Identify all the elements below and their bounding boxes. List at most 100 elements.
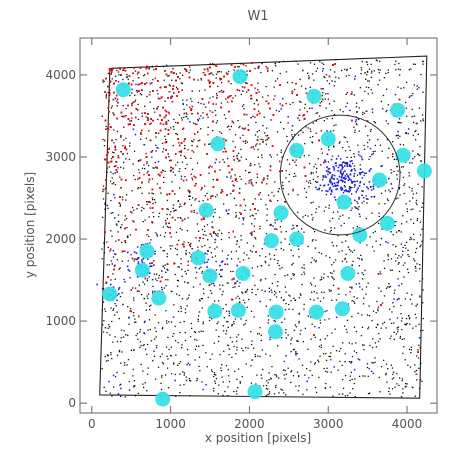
black-source-point [120, 337, 122, 339]
black-source-point [310, 282, 312, 284]
black-source-point [166, 217, 168, 220]
black-source-point [281, 337, 283, 339]
black-source-point [334, 328, 336, 330]
black-source-point [219, 131, 221, 133]
black-source-point [403, 192, 405, 195]
black-source-point [414, 364, 416, 366]
black-source-point [367, 141, 369, 144]
black-source-point [250, 98, 252, 100]
black-source-point [195, 198, 197, 200]
black-source-point [320, 346, 322, 348]
black-source-point [198, 90, 201, 92]
black-source-point [213, 231, 215, 233]
black-source-point [233, 345, 235, 348]
black-source-point [327, 98, 329, 100]
black-source-point [231, 341, 233, 343]
black-source-point [116, 354, 119, 356]
black-source-point [223, 317, 225, 319]
black-source-point [209, 316, 211, 319]
black-source-point [310, 361, 312, 363]
black-source-point [179, 187, 181, 189]
black-source-point [406, 241, 408, 243]
black-source-point [181, 82, 184, 85]
black-source-point [155, 330, 157, 333]
black-source-point [132, 287, 134, 289]
black-source-point [265, 261, 267, 264]
black-source-point [300, 85, 303, 87]
black-source-point [224, 390, 226, 393]
black-source-point [273, 290, 276, 293]
black-source-point [313, 79, 315, 81]
black-source-point [236, 393, 238, 395]
black-source-point [409, 236, 412, 239]
black-source-point [379, 144, 382, 146]
black-source-point [328, 318, 330, 320]
black-source-point [240, 318, 242, 320]
black-source-point [324, 387, 327, 389]
black-source-point [416, 303, 418, 305]
black-source-point [112, 273, 114, 275]
black-source-point [159, 355, 162, 358]
black-source-point [213, 375, 215, 378]
black-source-point [105, 93, 108, 95]
black-source-point [235, 212, 237, 214]
black-source-point [321, 94, 323, 97]
black-source-point [110, 171, 112, 173]
black-source-point [213, 387, 215, 390]
black-source-point [134, 178, 136, 181]
black-source-point [413, 239, 415, 241]
black-source-point [265, 305, 267, 307]
black-source-point [157, 147, 159, 149]
black-source-point [411, 303, 413, 305]
black-source-point [285, 230, 287, 233]
black-source-point [170, 373, 173, 375]
black-source-point [399, 337, 401, 339]
black-source-point [254, 87, 256, 89]
black-source-point [350, 186, 352, 188]
black-source-point [298, 312, 300, 314]
black-source-point [297, 194, 299, 196]
black-source-point [129, 308, 132, 310]
black-source-point [287, 367, 289, 369]
black-source-point [299, 333, 301, 335]
black-source-point [134, 321, 136, 323]
black-source-point [253, 225, 255, 227]
black-source-point [285, 332, 287, 334]
black-source-point [154, 250, 156, 252]
black-source-point [215, 114, 217, 116]
black-source-point [169, 159, 171, 162]
black-source-point [246, 114, 248, 116]
black-source-point [165, 222, 167, 224]
black-source-point [385, 363, 388, 365]
black-source-point [243, 217, 245, 219]
black-source-point [397, 170, 399, 172]
black-source-point [375, 312, 377, 314]
black-source-point [265, 394, 267, 397]
black-source-point [302, 131, 304, 133]
black-source-point [180, 310, 182, 313]
black-source-point [118, 349, 121, 352]
black-source-point [323, 367, 325, 370]
black-source-point [385, 120, 387, 122]
black-source-point [110, 161, 112, 163]
black-source-point [331, 276, 333, 278]
black-source-point [177, 161, 179, 164]
black-source-point [219, 288, 221, 290]
black-source-point [351, 91, 353, 93]
black-source-point [120, 340, 122, 343]
black-source-point [190, 256, 192, 258]
black-source-point [377, 84, 379, 86]
black-source-point [269, 166, 272, 168]
black-source-point [245, 363, 247, 365]
black-source-point [366, 366, 369, 369]
black-source-point [157, 106, 159, 108]
black-source-point [186, 298, 188, 300]
black-source-point [284, 309, 287, 311]
black-source-point [248, 182, 250, 184]
black-source-point [126, 76, 128, 78]
black-source-point [200, 297, 202, 300]
black-source-point [210, 290, 212, 292]
black-source-point [351, 300, 353, 302]
black-source-point [307, 127, 309, 129]
